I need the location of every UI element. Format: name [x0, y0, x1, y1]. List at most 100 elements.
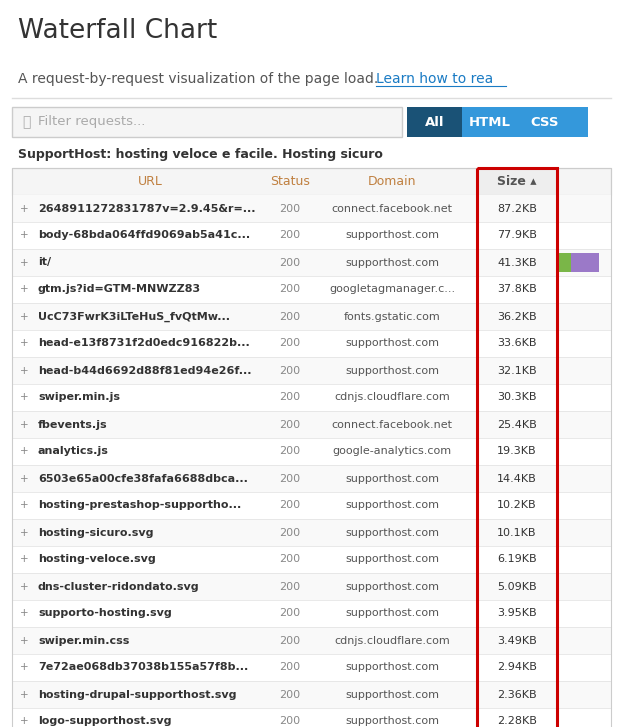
Text: 200: 200 — [280, 473, 300, 483]
Text: 200: 200 — [280, 528, 300, 537]
Bar — [477, 276, 557, 303]
Bar — [517, 107, 572, 137]
Text: supporthost.com: supporthost.com — [345, 230, 439, 241]
Text: body-68bda064ffd9069ab5a41c...: body-68bda064ffd9069ab5a41c... — [38, 230, 250, 241]
Text: 200: 200 — [280, 339, 300, 348]
Bar — [407, 107, 462, 137]
Bar — [12, 708, 611, 727]
Text: 30.3KB: 30.3KB — [497, 393, 537, 403]
Text: 200: 200 — [280, 366, 300, 376]
Text: 77.9KB: 77.9KB — [497, 230, 537, 241]
Text: +: + — [20, 257, 28, 268]
Text: +: + — [20, 311, 28, 321]
Bar — [477, 411, 557, 438]
Bar — [12, 411, 611, 438]
Text: cdnjs.cloudflare.com: cdnjs.cloudflare.com — [334, 393, 450, 403]
Text: 200: 200 — [280, 555, 300, 564]
Text: 2.94KB: 2.94KB — [497, 662, 537, 672]
Bar — [477, 465, 557, 492]
Text: +: + — [20, 555, 28, 564]
Text: supporthost.com: supporthost.com — [345, 555, 439, 564]
Text: 200: 200 — [280, 257, 300, 268]
Text: Status: Status — [270, 175, 310, 188]
Bar — [12, 546, 611, 573]
Text: supporto-hosting.svg: supporto-hosting.svg — [38, 608, 172, 619]
Bar — [477, 708, 557, 727]
Text: 200: 200 — [280, 311, 300, 321]
Bar — [477, 438, 557, 465]
Text: 32.1KB: 32.1KB — [497, 366, 537, 376]
Bar — [12, 438, 611, 465]
Text: Domain: Domain — [368, 175, 416, 188]
Text: 37.8KB: 37.8KB — [497, 284, 537, 294]
Bar — [477, 654, 557, 681]
Text: 200: 200 — [280, 662, 300, 672]
Text: 200: 200 — [280, 419, 300, 430]
Text: supporthost.com: supporthost.com — [345, 528, 439, 537]
Text: 41.3KB: 41.3KB — [497, 257, 537, 268]
Text: 200: 200 — [280, 230, 300, 241]
Text: hosting-prestashop-supportho...: hosting-prestashop-supportho... — [38, 500, 241, 510]
Bar — [12, 384, 611, 411]
Text: A request-by-request visualization of the page load.: A request-by-request visualization of th… — [18, 72, 378, 86]
Text: +: + — [20, 608, 28, 619]
Text: supporthost.com: supporthost.com — [345, 500, 439, 510]
Bar — [477, 492, 557, 519]
Bar — [477, 249, 557, 276]
Text: logo-supporthost.svg: logo-supporthost.svg — [38, 717, 171, 726]
Text: URL: URL — [138, 175, 163, 188]
Text: +: + — [20, 582, 28, 592]
Bar — [12, 519, 611, 546]
Text: dns-cluster-ridondato.svg: dns-cluster-ridondato.svg — [38, 582, 199, 592]
Text: supporthost.com: supporthost.com — [345, 366, 439, 376]
Text: 14.4KB: 14.4KB — [497, 473, 537, 483]
Text: hosting-drupal-supporthost.svg: hosting-drupal-supporthost.svg — [38, 689, 237, 699]
Bar — [12, 168, 611, 727]
Bar — [477, 357, 557, 384]
Text: 200: 200 — [280, 717, 300, 726]
Text: 200: 200 — [280, 284, 300, 294]
Bar — [12, 600, 611, 627]
Text: +: + — [20, 204, 28, 214]
Text: 10.2KB: 10.2KB — [497, 500, 537, 510]
Text: CSS: CSS — [530, 116, 559, 129]
Text: googletagmanager.c...: googletagmanager.c... — [329, 284, 455, 294]
Bar — [477, 168, 557, 195]
Text: Waterfall Chart: Waterfall Chart — [18, 18, 217, 44]
Text: 33.6KB: 33.6KB — [497, 339, 537, 348]
Text: HTML: HTML — [468, 116, 510, 129]
Text: +: + — [20, 473, 28, 483]
Text: +: + — [20, 500, 28, 510]
Bar — [12, 195, 611, 222]
Text: SupportHost: hosting veloce e facile. Hosting sicuro: SupportHost: hosting veloce e facile. Ho… — [18, 148, 383, 161]
Text: +: + — [20, 419, 28, 430]
Text: +: + — [20, 446, 28, 457]
Bar — [12, 357, 611, 384]
Text: supporthost.com: supporthost.com — [345, 662, 439, 672]
Text: +: + — [20, 366, 28, 376]
Text: supporthost.com: supporthost.com — [345, 689, 439, 699]
Text: it/: it/ — [38, 257, 51, 268]
Text: All: All — [425, 116, 444, 129]
Text: +: + — [20, 528, 28, 537]
Text: supporthost.com: supporthost.com — [345, 717, 439, 726]
Bar — [477, 627, 557, 654]
Text: +: + — [20, 689, 28, 699]
Text: 7e72ae068db37038b155a57f8b...: 7e72ae068db37038b155a57f8b... — [38, 662, 248, 672]
Bar — [12, 249, 611, 276]
Text: +: + — [20, 635, 28, 646]
Bar — [557, 253, 571, 272]
Bar — [477, 195, 557, 222]
Text: UcC73FwrK3iLTeHuS_fvQtMw...: UcC73FwrK3iLTeHuS_fvQtMw... — [38, 311, 230, 321]
Text: swiper.min.js: swiper.min.js — [38, 393, 120, 403]
Text: connect.facebook.net: connect.facebook.net — [331, 419, 452, 430]
Text: head-e13f8731f2d0edc916822b...: head-e13f8731f2d0edc916822b... — [38, 339, 250, 348]
Text: +: + — [20, 339, 28, 348]
Text: supporthost.com: supporthost.com — [345, 473, 439, 483]
Bar — [477, 573, 557, 600]
Bar — [12, 654, 611, 681]
Text: google-analytics.com: google-analytics.com — [333, 446, 452, 457]
Bar — [477, 222, 557, 249]
Text: +: + — [20, 284, 28, 294]
Text: connect.facebook.net: connect.facebook.net — [331, 204, 452, 214]
